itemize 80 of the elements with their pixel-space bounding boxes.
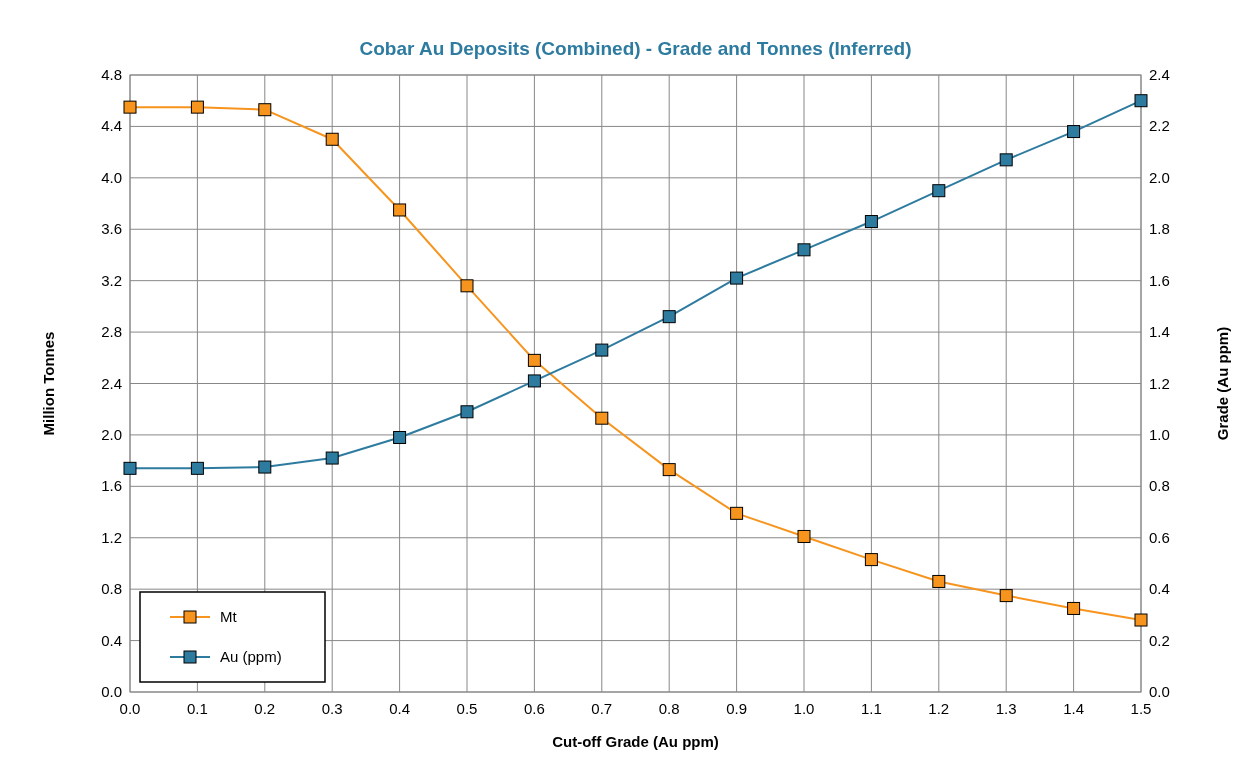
y2-tick-label: 0.8 bbox=[1149, 477, 1170, 495]
legend-label: Mt bbox=[220, 608, 238, 625]
point bbox=[999, 589, 1013, 603]
point bbox=[797, 529, 811, 543]
y2-tick-label: 0.0 bbox=[1149, 683, 1170, 700]
point bbox=[460, 405, 474, 419]
y-tick-label: 4.4 bbox=[101, 117, 122, 135]
x-tick-label: 1.4 bbox=[1063, 700, 1085, 717]
point bbox=[393, 430, 407, 444]
x-tick-label: 1.1 bbox=[860, 700, 882, 717]
x-tick-label: 0.8 bbox=[658, 700, 680, 717]
x-tick-label: 0.3 bbox=[321, 700, 343, 717]
point bbox=[864, 553, 878, 567]
y-axis-title: Million Tonnes bbox=[40, 331, 57, 436]
x-axis-title: Cut-off Grade (Au ppm) bbox=[552, 733, 719, 750]
point bbox=[932, 184, 946, 198]
y2-tick-label: 2.2 bbox=[1149, 117, 1170, 135]
x-tick-label: 1.0 bbox=[793, 700, 815, 717]
y2-tick-label: 2.0 bbox=[1149, 168, 1170, 186]
x-tick-label: 1.2 bbox=[928, 700, 950, 717]
y-tick-label: 1.6 bbox=[101, 477, 122, 495]
y-tick-label: 2.4 bbox=[101, 374, 122, 392]
x-tick-label: 0.4 bbox=[389, 700, 411, 717]
point bbox=[730, 506, 744, 520]
x-tick-label: 0.7 bbox=[591, 700, 613, 717]
y-tick-label: 2.0 bbox=[101, 425, 122, 443]
y-tick-label: 3.6 bbox=[101, 220, 122, 238]
point bbox=[460, 279, 474, 293]
point bbox=[797, 243, 811, 257]
x-tick-label: 0.0 bbox=[119, 700, 141, 717]
x-tick-label: 1.5 bbox=[1130, 700, 1152, 717]
point bbox=[325, 451, 339, 465]
point bbox=[527, 353, 541, 367]
y2-tick-label: 1.4 bbox=[1149, 323, 1170, 341]
point bbox=[258, 103, 272, 117]
point bbox=[1134, 94, 1148, 108]
y2-tick-label: 1.6 bbox=[1149, 271, 1170, 289]
y2-tick-label: 2.4 bbox=[1149, 66, 1170, 83]
point bbox=[662, 463, 676, 477]
point bbox=[662, 310, 676, 324]
point bbox=[325, 132, 339, 146]
y2-axis-title: Grade (Au ppm) bbox=[1214, 326, 1231, 441]
y2-tick-label: 1.2 bbox=[1149, 374, 1170, 392]
x-tick-label: 1.3 bbox=[995, 700, 1017, 717]
y-tick-label: 4.0 bbox=[101, 168, 122, 186]
x-tick-label: 0.2 bbox=[254, 700, 276, 717]
point bbox=[393, 203, 407, 217]
point bbox=[932, 574, 946, 588]
point bbox=[1134, 613, 1148, 627]
point bbox=[123, 461, 137, 475]
y2-tick-label: 0.4 bbox=[1149, 580, 1170, 598]
y2-tick-label: 0.6 bbox=[1149, 528, 1170, 546]
legend-label: Au (ppm) bbox=[220, 648, 282, 665]
x-tick-label: 0.9 bbox=[726, 700, 748, 717]
chart-title: Cobar Au Deposits (Combined) - Grade and Tonnes (Inferred) bbox=[359, 38, 912, 59]
y-tick-label: 0.8 bbox=[101, 580, 122, 598]
point bbox=[595, 343, 609, 357]
point bbox=[258, 460, 272, 474]
point bbox=[123, 100, 137, 114]
point bbox=[999, 153, 1013, 167]
point bbox=[730, 271, 744, 285]
y-tick-label: 1.2 bbox=[101, 528, 122, 546]
y-tick-label: 0.4 bbox=[101, 631, 122, 649]
point bbox=[190, 100, 204, 114]
x-tick-label: 0.5 bbox=[456, 700, 478, 717]
y2-tick-label: 1.0 bbox=[1149, 425, 1170, 443]
point bbox=[1067, 601, 1081, 615]
y-tick-label: 4.8 bbox=[101, 66, 122, 83]
y-tick-label: 3.2 bbox=[101, 271, 122, 289]
y2-tick-label: 1.8 bbox=[1149, 220, 1170, 238]
point bbox=[1067, 125, 1081, 139]
y-tick-label: 2.8 bbox=[101, 323, 122, 341]
y2-tick-label: 0.2 bbox=[1149, 631, 1170, 649]
x-tick-label: 0.1 bbox=[186, 700, 208, 717]
point bbox=[595, 411, 609, 425]
x-tick-label: 0.6 bbox=[523, 700, 545, 717]
point bbox=[527, 374, 541, 388]
point bbox=[190, 461, 204, 475]
point bbox=[864, 215, 878, 229]
y-tick-label: 0.0 bbox=[101, 683, 122, 700]
